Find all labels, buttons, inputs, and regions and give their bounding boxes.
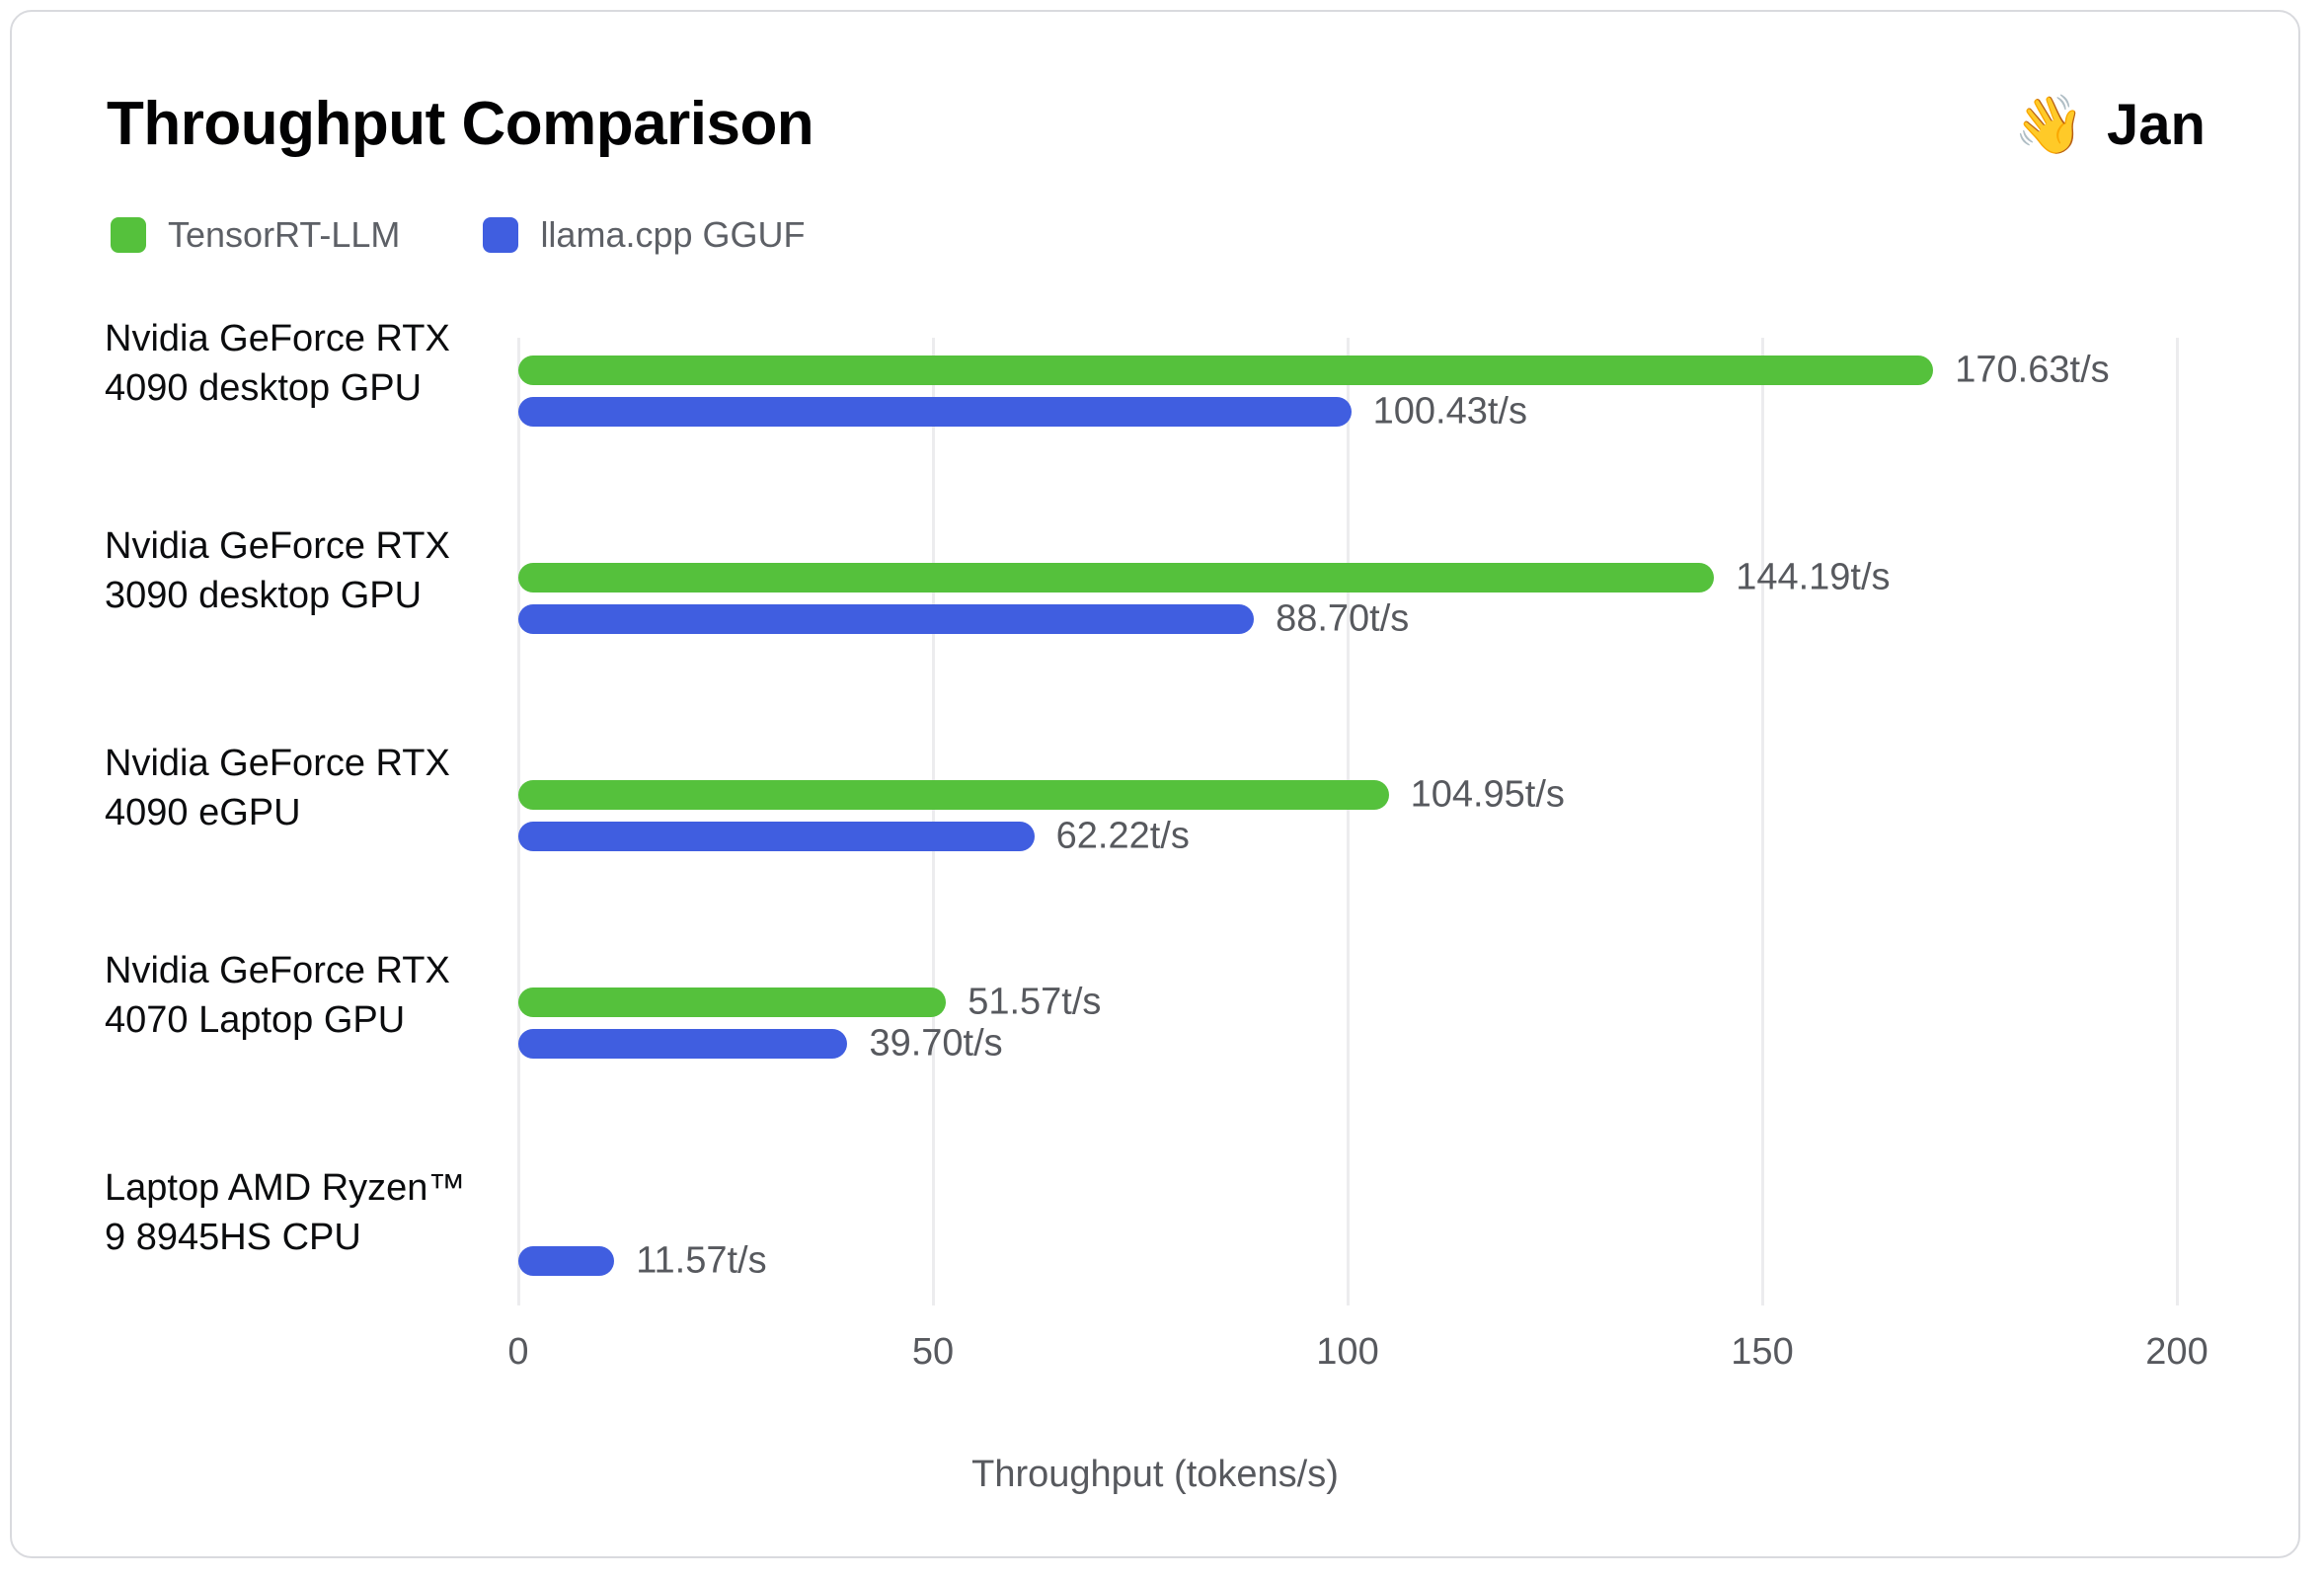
category-label-line: Nvidia GeForce RTX <box>105 525 450 567</box>
legend-label-tensorrt: TensorRT-LLM <box>168 214 401 255</box>
brand-name: Jan <box>2107 93 2206 157</box>
category-label-line: 4090 desktop GPU <box>105 367 423 409</box>
x-tick-150: 150 <box>1731 1331 1794 1373</box>
x-tick-100: 100 <box>1316 1331 1379 1373</box>
category-label-line: Nvidia GeForce RTX <box>105 318 450 359</box>
category-label-line: 9 8945HS CPU <box>105 1217 361 1258</box>
waving-hand-emoji: 👋 <box>2013 93 2086 157</box>
bar-row-llama-cpp-gguf[interactable]: 100.43t/s <box>518 391 2177 433</box>
x-tick-50: 50 <box>911 1331 955 1373</box>
category-label: Nvidia GeForce RTX 4090 desktop GPU <box>105 314 529 413</box>
category-label-line: Laptop AMD Ryzen™ <box>105 1167 466 1209</box>
bar-value-label: 11.57t/s <box>636 1239 767 1282</box>
bar[interactable] <box>518 1246 615 1276</box>
gridline-0 <box>516 338 520 1305</box>
bar-value-label: 51.57t/s <box>968 981 1102 1023</box>
bar[interactable] <box>518 988 947 1017</box>
x-tick-200: 200 <box>2145 1331 2208 1373</box>
bar[interactable] <box>518 1029 848 1059</box>
page-title: Throughput Comparison <box>107 90 814 158</box>
bar[interactable] <box>518 356 1934 385</box>
bar-row-tensorrt-llm[interactable]: 144.19t/s <box>518 557 2177 598</box>
bar-row-llama-cpp-gguf[interactable]: 88.70t/s <box>518 598 2177 640</box>
category-label: Laptop AMD Ryzen™ 9 8945HS CPU <box>105 1163 529 1262</box>
category-label-line: 4070 Laptop GPU <box>105 999 406 1041</box>
legend-swatch-llamacpp <box>483 217 519 253</box>
chart-legend: TensorRT-LLM llama.cpp GGUF <box>111 213 806 257</box>
category-label: Nvidia GeForce RTX 4090 eGPU <box>105 739 529 837</box>
gridline-200 <box>2175 338 2179 1305</box>
legend-swatch-tensorrt <box>111 217 146 253</box>
x-tick-0: 0 <box>507 1331 529 1373</box>
x-axis-tick-labels: 0 50 100 150 200 <box>507 1331 2208 1390</box>
bar-value-label: 144.19t/s <box>1736 556 1891 598</box>
bar[interactable] <box>518 397 1352 427</box>
bar[interactable] <box>518 604 1255 634</box>
bar[interactable] <box>518 822 1035 851</box>
bar-value-label: 62.22t/s <box>1055 815 1190 857</box>
chart-card: Throughput Comparison 👋 Jan TensorRT-LLM… <box>10 10 2300 1558</box>
category-label: Nvidia GeForce RTX 3090 desktop GPU <box>105 521 529 620</box>
bar-value-label: 88.70t/s <box>1276 597 1410 640</box>
bar-value-label: 170.63t/s <box>1955 349 2110 391</box>
category-label-line: Nvidia GeForce RTX <box>105 743 450 784</box>
bar-row-llama-cpp-gguf[interactable]: 11.57t/s <box>518 1240 2177 1282</box>
gridline-150 <box>1760 338 1764 1305</box>
category-label-line: 4090 eGPU <box>105 792 301 833</box>
category-label-line: 3090 desktop GPU <box>105 575 423 616</box>
brand-logo: 👋 Jan <box>2014 89 2206 162</box>
bar-row-tensorrt-llm[interactable]: 51.57t/s <box>518 982 2177 1023</box>
bar-value-label: 100.43t/s <box>1372 390 1527 433</box>
legend-item-llamacpp[interactable]: llama.cpp GGUF <box>483 214 806 256</box>
bar[interactable] <box>518 563 1715 592</box>
bar-row-tensorrt-llm[interactable]: 170.63t/s <box>518 350 2177 391</box>
bar-value-label: 39.70t/s <box>869 1022 1003 1065</box>
category-label-line: Nvidia GeForce RTX <box>105 950 450 991</box>
category-label: Nvidia GeForce RTX 4070 Laptop GPU <box>105 946 529 1045</box>
legend-item-tensorrt[interactable]: TensorRT-LLM <box>111 214 400 256</box>
legend-label-llamacpp: llama.cpp GGUF <box>540 214 806 255</box>
gridline-100 <box>1346 338 1350 1305</box>
bar[interactable] <box>518 780 1389 810</box>
bar-row-tensorrt-llm[interactable]: 104.95t/s <box>518 774 2177 816</box>
bar-row-llama-cpp-gguf[interactable]: 62.22t/s <box>518 816 2177 857</box>
bar-row-llama-cpp-gguf[interactable]: 39.70t/s <box>518 1023 2177 1065</box>
bar-value-label: 104.95t/s <box>1410 773 1565 816</box>
x-axis-title: Throughput (tokens/s) <box>971 1454 1339 1495</box>
